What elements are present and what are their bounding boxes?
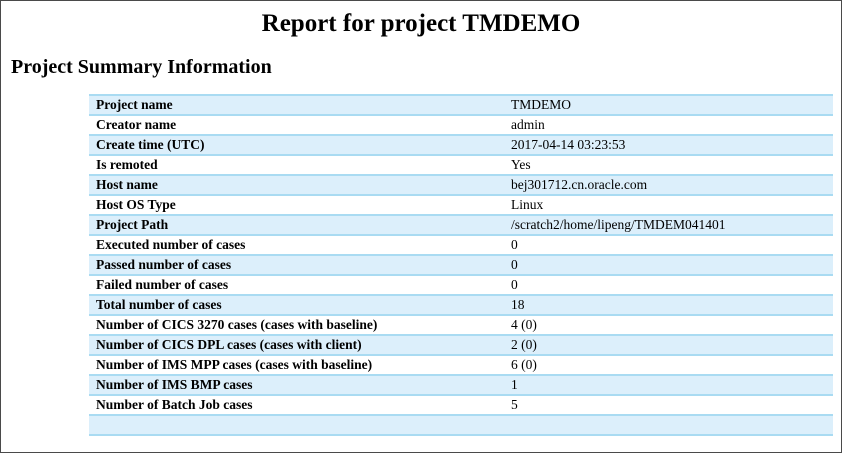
project-summary-table: Project name TMDEMO Creator name admin C… (89, 94, 833, 436)
row-label: Number of IMS BMP cases (96, 377, 253, 392)
table-row: Number of CICS DPL cases (cases with cli… (89, 335, 833, 355)
table-row: Project Path /scratch2/home/lipeng/TMDEM… (89, 215, 833, 235)
table-row: Project name TMDEMO (89, 95, 833, 115)
row-value: admin (511, 117, 545, 132)
row-value: /scratch2/home/lipeng/TMDEM041401 (511, 217, 726, 232)
row-label: Host OS Type (96, 197, 176, 212)
row-label: Number of Batch Job cases (96, 397, 253, 412)
table-row: Executed number of cases 0 (89, 235, 833, 255)
row-label: Total number of cases (96, 297, 222, 312)
row-label: Number of IMS MPP cases (cases with base… (96, 357, 373, 372)
row-value: 6 (0) (511, 357, 537, 372)
row-value: 0 (511, 237, 518, 252)
row-value: 4 (0) (511, 317, 537, 332)
row-value: Yes (511, 157, 531, 172)
row-label: Create time (UTC) (96, 137, 205, 152)
row-label: Executed number of cases (96, 237, 246, 252)
table-row: Create time (UTC) 2017-04-14 03:23:53 (89, 135, 833, 155)
table-row: Passed number of cases 0 (89, 255, 833, 275)
row-value: 0 (511, 277, 518, 292)
table-row: Number of CICS 3270 cases (cases with ba… (89, 315, 833, 335)
table-row: Creator name admin (89, 115, 833, 135)
summary-table-body: Project name TMDEMO Creator name admin C… (89, 95, 833, 435)
row-value: 2 (0) (511, 337, 537, 352)
table-row-partial (89, 415, 833, 435)
row-value: Linux (511, 197, 544, 212)
row-label: Project name (96, 97, 173, 112)
row-value: 1 (511, 377, 518, 392)
row-label: Number of CICS 3270 cases (cases with ba… (96, 317, 378, 332)
row-label: Is remoted (96, 157, 158, 172)
row-value: bej301712.cn.oracle.com (511, 177, 648, 192)
table-row: Failed number of cases 0 (89, 275, 833, 295)
table-row: Total number of cases 18 (89, 295, 833, 315)
table-row: Number of IMS MPP cases (cases with base… (89, 355, 833, 375)
row-label: Failed number of cases (96, 277, 229, 292)
table-row: Is remoted Yes (89, 155, 833, 175)
summary-table-wrapper: Project name TMDEMO Creator name admin C… (89, 94, 833, 436)
row-value: 18 (511, 297, 525, 312)
row-value: TMDEMO (511, 97, 571, 112)
table-row: Host name bej301712.cn.oracle.com (89, 175, 833, 195)
report-title: Report for project TMDEMO (261, 10, 581, 37)
row-value: 2017-04-14 03:23:53 (511, 137, 626, 152)
row-label: Host name (96, 177, 158, 192)
row-label: Passed number of cases (96, 257, 232, 272)
table-row: Number of IMS BMP cases 1 (89, 375, 833, 395)
row-label: Project Path (96, 217, 169, 232)
table-row: Host OS Type Linux (89, 195, 833, 215)
row-label: Creator name (96, 117, 177, 132)
row-value: 0 (511, 257, 518, 272)
section-heading-project-summary: Project Summary Information (11, 56, 272, 78)
row-label: Number of CICS DPL cases (cases with cli… (96, 337, 362, 352)
table-row: Number of Batch Job cases 5 (89, 395, 833, 415)
row-value: 5 (511, 397, 518, 412)
